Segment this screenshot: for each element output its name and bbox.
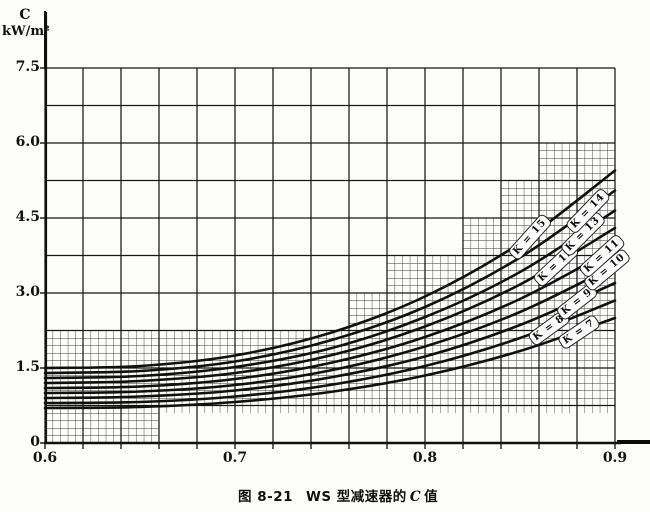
- fine-grid-patch: [501, 180, 615, 218]
- x-tick-label: 0.8: [412, 450, 438, 466]
- x-axis-end-mark: [617, 440, 650, 444]
- curve-k11: [43, 246, 617, 390]
- caption-text-after: 值: [424, 489, 439, 505]
- x-tick-label: 0.6: [32, 450, 58, 466]
- curve-k13: [43, 209, 617, 380]
- figure-number: 图 8-21: [238, 489, 293, 505]
- x-tick-label: 0.9: [602, 450, 628, 466]
- chart-canvas: [40, 12, 621, 449]
- y-tick-label: 3.0: [15, 284, 40, 300]
- curve-k7: [43, 316, 617, 410]
- y-axis-unit: kW/m²: [2, 24, 50, 40]
- figure-caption: 图 8-21 WS 型减速器的 C 值: [238, 485, 438, 505]
- x-tick-label: 0.7: [222, 450, 248, 466]
- y-axis-unit-label: C kW/m²: [2, 6, 50, 41]
- curve-k10: [43, 264, 617, 395]
- y-tick-label: 0: [30, 434, 40, 450]
- y-tick-label: 7.5: [15, 59, 40, 75]
- y-tick-label: 4.5: [15, 209, 40, 225]
- y-tick-label: 6.0: [15, 134, 40, 150]
- curve-k12: [43, 226, 617, 385]
- curve-k8: [43, 299, 617, 405]
- curve-k9: [43, 281, 617, 400]
- y-axis-symbol: C: [19, 7, 31, 23]
- caption-symbol: C: [409, 489, 422, 505]
- y-tick-label: 1.5: [15, 359, 40, 375]
- caption-text: WS 型减速器的: [305, 489, 407, 505]
